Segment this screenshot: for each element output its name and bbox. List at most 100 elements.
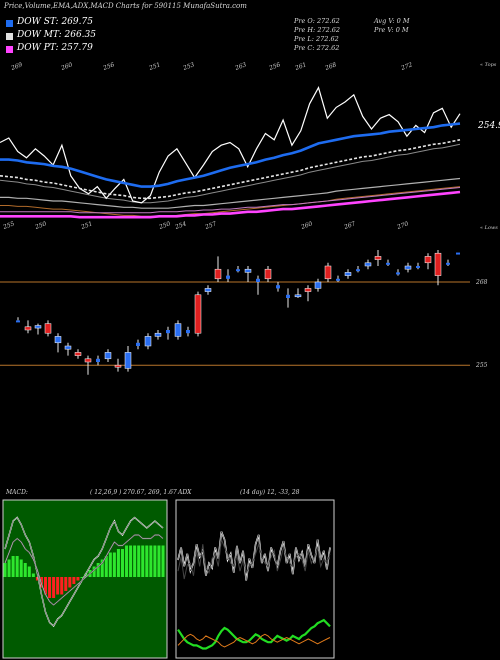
dow-pt-line — [0, 190, 461, 219]
candle-body — [416, 266, 420, 268]
macd-histogram-bar — [19, 559, 23, 577]
lows-tag: « Lows — [480, 225, 498, 231]
price-high: Pre H: 272.62 — [294, 26, 341, 34]
candle-body — [154, 332, 162, 337]
candle-body — [84, 358, 92, 363]
bottom-label: 267 — [342, 220, 356, 231]
bottom-label: 257 — [203, 220, 217, 231]
macd-signal-inner — [4, 534, 164, 606]
ema-channel-line-a — [0, 143, 461, 204]
top-label: 261 — [293, 61, 307, 72]
macd-histogram-bar — [60, 577, 64, 595]
adx-panel — [175, 499, 335, 659]
macd-histogram-bar — [7, 559, 11, 577]
macd-histogram-bar — [137, 545, 141, 577]
adx-params: (14 day) 12, -33, 28 — [240, 489, 300, 496]
ema-short-line — [0, 122, 461, 188]
macd-histogram-bar — [129, 545, 133, 577]
bottom-label: 255 — [1, 220, 15, 231]
bottom-label: 270 — [395, 220, 409, 231]
candle-body — [174, 323, 182, 337]
macd-histogram-bar — [157, 545, 161, 577]
legend-swatch-magenta — [6, 46, 13, 53]
candle-body — [404, 265, 412, 270]
candle-body — [214, 268, 222, 280]
candle-body — [244, 268, 252, 273]
top-label: 272 — [399, 61, 413, 72]
macd-histogram-bar — [11, 556, 15, 577]
legend-swatch-white — [6, 33, 13, 40]
bottom-label: 250 — [33, 220, 47, 231]
candle-body — [44, 323, 52, 334]
candle-body — [24, 326, 32, 331]
top-label: 268 — [323, 61, 337, 72]
candle-body — [364, 262, 372, 267]
candle-panel — [0, 250, 470, 375]
candle-body — [304, 288, 312, 292]
macd-histogram-bar — [120, 549, 124, 577]
bottom-label: 260 — [299, 220, 313, 231]
candle-body — [194, 294, 202, 334]
adx-di-plus-inner — [177, 531, 331, 581]
candle-body — [166, 330, 170, 334]
price-open: Pre O: 272.62 — [294, 17, 340, 25]
macd-histogram-bar — [112, 552, 116, 577]
candle-body — [396, 272, 400, 275]
legend-label-mt: DOW MT: 266.35 — [17, 30, 96, 40]
ema-last-value: 254.91 — [478, 121, 500, 131]
macd-line-inner — [4, 517, 164, 627]
candle-body — [226, 275, 230, 279]
candle-body — [344, 272, 352, 276]
candle-body — [74, 352, 82, 356]
adx-line — [177, 618, 331, 650]
candle-body — [446, 262, 450, 265]
candle-body — [356, 269, 360, 272]
macd-histogram-bar — [116, 549, 120, 577]
candle-body — [256, 278, 260, 282]
macd-histogram-bar — [56, 577, 60, 595]
candle-body — [236, 269, 240, 272]
macd-histogram-bar — [108, 552, 112, 577]
top-label: 260 — [59, 61, 73, 72]
macd-histogram-bar — [15, 556, 19, 577]
adx-aux-line — [177, 633, 331, 648]
candle-body — [186, 330, 190, 334]
macd-panel — [2, 499, 168, 659]
macd-histogram-bar — [96, 563, 100, 577]
ema-panel — [0, 86, 461, 219]
macd-histogram-bar — [133, 545, 137, 577]
candle-body — [374, 256, 382, 260]
macd-histogram-bar — [92, 566, 96, 577]
top-label: 253 — [181, 61, 195, 72]
macd-histogram-bar — [52, 577, 56, 598]
macd-histogram-bar — [64, 577, 68, 591]
candle-body — [386, 262, 390, 265]
price-line — [0, 86, 461, 204]
top-label: 256 — [101, 61, 115, 72]
candle-body — [54, 336, 62, 344]
top-label: 269 — [9, 61, 23, 72]
candle-body — [434, 252, 442, 276]
legend-dow-st: DOW ST: 269.75 — [3, 17, 123, 29]
macd-histogram-bar — [3, 563, 7, 577]
ref-label-268: 268 — [476, 279, 488, 286]
volume-pre: Pre V: 0 M — [374, 26, 409, 34]
macd-histogram-bar — [153, 545, 157, 577]
candle-body — [424, 256, 432, 264]
ref-label-255: 255 — [476, 362, 488, 369]
candle-body — [96, 358, 100, 362]
candle-body — [64, 345, 72, 350]
legend-swatch-blue — [6, 20, 13, 27]
macd-histogram-bar — [44, 577, 48, 595]
tops-tag: « Tops — [480, 62, 497, 68]
legend-label-pt: DOW PT: 257.79 — [17, 43, 93, 53]
macd-histogram-bar — [31, 573, 35, 577]
top-label: 251 — [147, 61, 161, 72]
adx-di-minus-line — [177, 539, 331, 580]
candle-body — [104, 352, 112, 360]
macd-histogram-bar — [141, 545, 145, 577]
macd-label: MACD: — [6, 489, 28, 496]
bottom-label: 254 — [173, 220, 187, 231]
macd-histogram-bar — [23, 563, 27, 577]
